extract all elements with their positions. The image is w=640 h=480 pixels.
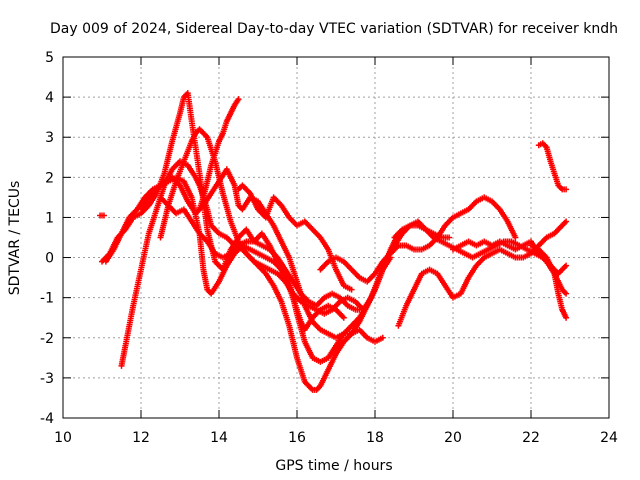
- series-track-1: [97, 212, 107, 219]
- series-track-9: [235, 182, 355, 293]
- series-track-7: [157, 126, 367, 317]
- data-point: [512, 234, 519, 241]
- y-tick-label: 3: [45, 130, 54, 146]
- x-tick-label: 20: [444, 430, 462, 446]
- data-point: [100, 212, 107, 219]
- data-point: [235, 96, 242, 103]
- data-point: [379, 334, 386, 341]
- data-point: [563, 314, 570, 321]
- y-tick-label: 4: [45, 90, 54, 106]
- data-point: [360, 306, 367, 313]
- y-tick-label: -4: [40, 411, 54, 427]
- data-point: [563, 186, 570, 193]
- x-tick-label: 24: [600, 430, 618, 446]
- x-tick-label: 12: [132, 430, 150, 446]
- data-point: [446, 234, 453, 241]
- grid-lines: [63, 57, 609, 418]
- x-tick-label: 16: [288, 430, 306, 446]
- y-axis-label: SDTVAR / TECUs: [7, 181, 23, 296]
- x-tick-label: 18: [366, 430, 384, 446]
- data-point: [348, 286, 355, 293]
- chart-title: Day 009 of 2024, Sidereal Day-to-day VTE…: [50, 21, 618, 37]
- plot-area: [97, 90, 570, 393]
- y-tick-label: -1: [40, 291, 54, 307]
- y-tick-label: 5: [45, 50, 54, 66]
- data-point: [563, 290, 570, 297]
- data-point: [563, 218, 570, 225]
- x-tick-label: 22: [522, 430, 540, 446]
- data-point: [340, 314, 347, 321]
- y-tick-label: 0: [45, 251, 54, 267]
- data-point: [563, 262, 570, 269]
- plot-frame: [62, 56, 610, 419]
- y-tick-label: 2: [45, 170, 54, 186]
- y-tick-label: -3: [40, 371, 54, 387]
- series-track-8: [196, 96, 242, 213]
- y-tick-label: 1: [45, 210, 54, 226]
- x-tick-label: 14: [210, 430, 228, 446]
- series-track-14: [528, 242, 570, 321]
- series-track-15: [535, 140, 570, 193]
- y-tick-label: -2: [40, 331, 54, 347]
- x-tick-label: 10: [54, 430, 72, 446]
- x-axis-label: GPS time / hours: [275, 458, 392, 474]
